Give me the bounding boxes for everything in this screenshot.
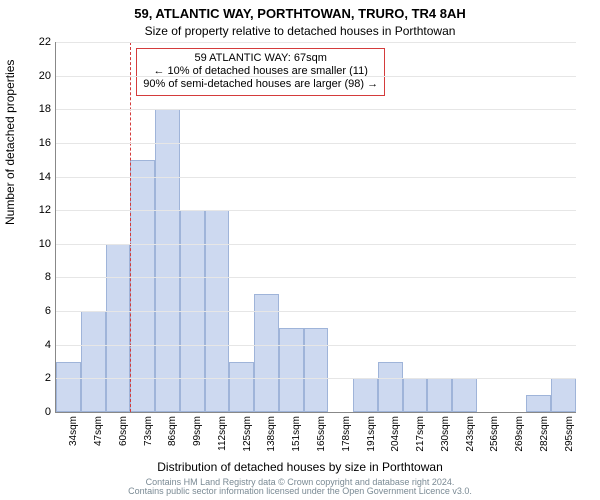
- x-tick-label: 295sqm: [564, 416, 575, 461]
- x-tick-label: 230sqm: [440, 416, 451, 461]
- y-tick-label: 20: [26, 70, 51, 82]
- x-tick-label: 86sqm: [167, 416, 178, 461]
- y-tick-label: 6: [26, 305, 51, 317]
- y-tick-label: 22: [26, 36, 51, 48]
- x-tick-label: 73sqm: [143, 416, 154, 461]
- gridline: [56, 210, 576, 211]
- marker-line: [130, 42, 131, 412]
- bar: [452, 378, 477, 412]
- bar: [279, 328, 304, 412]
- gridline: [56, 143, 576, 144]
- chart-wrapper: 59, ATLANTIC WAY, PORTHTOWAN, TRURO, TR4…: [0, 0, 600, 500]
- x-axis-label: Distribution of detached houses by size …: [0, 460, 600, 474]
- gridline: [56, 345, 576, 346]
- gridline: [56, 311, 576, 312]
- y-axis-label: Number of detached properties: [3, 60, 17, 225]
- x-tick-label: 204sqm: [390, 416, 401, 461]
- bar: [155, 109, 180, 412]
- x-tick-label: 165sqm: [316, 416, 327, 461]
- x-tick-label: 151sqm: [291, 416, 302, 461]
- bar: [403, 378, 428, 412]
- y-tick-label: 4: [26, 339, 51, 351]
- gridline: [56, 109, 576, 110]
- x-tick-label: 60sqm: [118, 416, 129, 461]
- y-tick-label: 8: [26, 271, 51, 283]
- marker-info-box: 59 ATLANTIC WAY: 67sqm ← 10% of detached…: [136, 48, 385, 96]
- y-tick-label: 10: [26, 238, 51, 250]
- bar: [130, 160, 155, 412]
- x-tick-label: 34sqm: [68, 416, 79, 461]
- y-tick-label: 12: [26, 204, 51, 216]
- plot-area: 59 ATLANTIC WAY: 67sqm ← 10% of detached…: [55, 42, 576, 413]
- gridline: [56, 244, 576, 245]
- gridline: [56, 76, 576, 77]
- info-line1: 59 ATLANTIC WAY: 67sqm: [143, 52, 378, 65]
- bar: [353, 378, 378, 412]
- bar: [427, 378, 452, 412]
- gridline: [56, 177, 576, 178]
- x-tick-label: 178sqm: [341, 416, 352, 461]
- bar: [56, 362, 81, 412]
- footer-attribution: Contains HM Land Registry data © Crown c…: [0, 478, 600, 497]
- bar: [526, 395, 551, 412]
- x-tick-label: 269sqm: [514, 416, 525, 461]
- bar: [229, 362, 254, 412]
- bar: [106, 244, 131, 412]
- y-tick-label: 16: [26, 137, 51, 149]
- title-address: 59, ATLANTIC WAY, PORTHTOWAN, TRURO, TR4…: [0, 6, 600, 21]
- bars-container: [56, 42, 576, 412]
- y-tick-label: 2: [26, 372, 51, 384]
- bar: [81, 311, 106, 412]
- x-tick-label: 191sqm: [366, 416, 377, 461]
- title-subtitle: Size of property relative to detached ho…: [0, 24, 600, 38]
- y-tick-label: 14: [26, 171, 51, 183]
- y-tick-label: 18: [26, 103, 51, 115]
- x-tick-label: 256sqm: [489, 416, 500, 461]
- gridline: [56, 42, 576, 43]
- x-tick-label: 243sqm: [465, 416, 476, 461]
- x-tick-label: 112sqm: [217, 416, 228, 461]
- gridline: [56, 277, 576, 278]
- bar: [378, 362, 403, 412]
- gridline: [56, 378, 576, 379]
- y-tick-label: 0: [26, 406, 51, 418]
- x-tick-label: 99sqm: [192, 416, 203, 461]
- info-line3: 90% of semi-detached houses are larger (…: [143, 78, 378, 91]
- x-tick-label: 125sqm: [242, 416, 253, 461]
- bar: [551, 378, 576, 412]
- x-tick-label: 47sqm: [93, 416, 104, 461]
- x-tick-label: 217sqm: [415, 416, 426, 461]
- bar: [304, 328, 329, 412]
- x-tick-label: 138sqm: [266, 416, 277, 461]
- x-tick-label: 282sqm: [539, 416, 550, 461]
